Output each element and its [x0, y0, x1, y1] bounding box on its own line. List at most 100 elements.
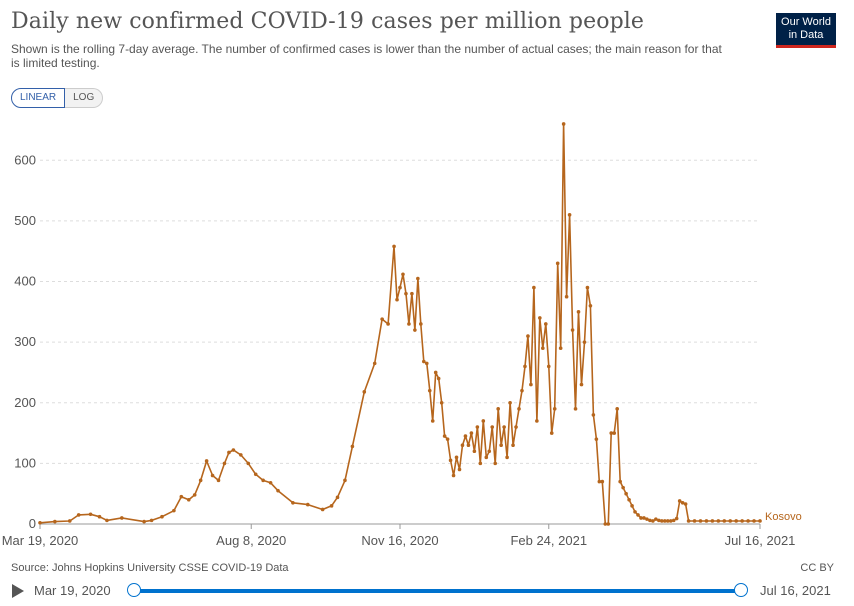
data-point: [335, 495, 340, 500]
timeline-track[interactable]: [134, 589, 741, 593]
data-point: [142, 519, 146, 524]
data-point: [395, 297, 399, 302]
data-point: [600, 479, 605, 484]
data-point: [585, 285, 590, 290]
timeline-end-handle[interactable]: [734, 583, 748, 597]
play-icon[interactable]: [12, 584, 24, 598]
data-point: [67, 519, 72, 523]
data-point: [329, 504, 334, 508]
data-point: [692, 519, 697, 523]
data-point: [239, 453, 243, 457]
data-point: [597, 479, 602, 484]
data-point: [740, 519, 744, 523]
linear-scale-button[interactable]: LINEAR: [11, 88, 66, 108]
license-link[interactable]: CC BY: [800, 562, 834, 574]
y-tick-label: 500: [14, 213, 36, 228]
data-point: [487, 449, 492, 454]
data-point: [710, 519, 715, 523]
data-point: [291, 500, 295, 505]
timeline-start-handle[interactable]: [127, 583, 141, 597]
data-point: [436, 376, 441, 381]
data-point: [160, 514, 164, 519]
y-tick-label: 100: [14, 455, 36, 470]
y-tick-label: 0: [29, 516, 36, 531]
data-point: [439, 400, 444, 405]
data-point: [186, 497, 191, 502]
data-point: [606, 522, 611, 526]
source-note[interactable]: Source: Johns Hopkins University CSSE CO…: [11, 562, 289, 574]
data-point: [642, 516, 646, 520]
data-point: [490, 425, 495, 429]
data-point: [654, 517, 658, 521]
data-point: [529, 382, 533, 387]
data-point: [612, 431, 617, 435]
data-point: [401, 272, 405, 277]
data-point: [422, 359, 426, 364]
data-point: [618, 479, 622, 484]
data-point: [231, 448, 236, 452]
timeline-end-label: Jul 16, 2021: [760, 583, 831, 598]
data-point: [603, 522, 608, 526]
y-tick-label: 400: [14, 274, 36, 289]
y-tick-label: 600: [14, 152, 36, 167]
data-point: [305, 502, 310, 507]
data-point: [674, 516, 679, 521]
x-tick-label: Jul 16, 2021: [725, 533, 796, 548]
data-point: [198, 478, 203, 483]
data-point: [427, 388, 432, 393]
owid-logo[interactable]: Our World in Data: [776, 13, 836, 48]
data-point: [704, 519, 709, 523]
data-point: [677, 499, 682, 503]
data-point: [535, 419, 539, 423]
data-point: [53, 519, 57, 524]
data-point: [460, 443, 465, 448]
data-point: [179, 494, 184, 499]
data-point: [728, 519, 733, 523]
data-point: [380, 317, 384, 321]
logo-line-1: Our World: [781, 16, 831, 28]
data-point: [97, 514, 102, 519]
data-point: [633, 510, 637, 514]
data-point: [567, 213, 572, 217]
data-point: [88, 512, 93, 517]
data-point: [350, 444, 355, 449]
data-point: [579, 382, 584, 387]
data-point: [448, 458, 453, 463]
data-point: [404, 291, 408, 296]
logo-line-2: in Data: [788, 29, 824, 41]
data-point: [716, 519, 721, 523]
data-point: [413, 328, 417, 332]
data-point: [172, 508, 176, 513]
data-point: [541, 346, 545, 351]
data-point: [386, 322, 390, 326]
data-point: [594, 437, 599, 441]
data-point: [276, 488, 280, 493]
data-point: [505, 455, 509, 460]
log-scale-button[interactable]: LOG: [65, 88, 104, 108]
data-point: [722, 519, 727, 523]
data-point: [442, 434, 447, 438]
data-point: [526, 334, 530, 338]
data-point: [38, 520, 42, 525]
data-point: [511, 443, 515, 448]
data-point: [499, 443, 503, 448]
data-point: [558, 346, 563, 351]
data-point: [320, 507, 325, 512]
data-point: [588, 303, 593, 308]
data-point: [561, 122, 566, 126]
data-point: [686, 519, 691, 523]
data-point: [573, 407, 578, 411]
data-point: [475, 425, 480, 429]
timeline-slider: Mar 19, 2020 Jul 16, 2021: [0, 580, 854, 602]
data-point: [665, 519, 670, 523]
data-point: [204, 459, 209, 463]
data-point: [430, 419, 435, 423]
data-point: [268, 480, 273, 485]
data-point: [362, 390, 367, 394]
timeline-start-label: Mar 19, 2020: [34, 583, 111, 598]
y-tick-label: 200: [14, 395, 36, 410]
data-point: [576, 310, 581, 314]
y-tick-label: 300: [14, 334, 36, 349]
series-line-kosovo: [39, 123, 760, 525]
x-tick-label: Aug 8, 2020: [216, 533, 286, 548]
